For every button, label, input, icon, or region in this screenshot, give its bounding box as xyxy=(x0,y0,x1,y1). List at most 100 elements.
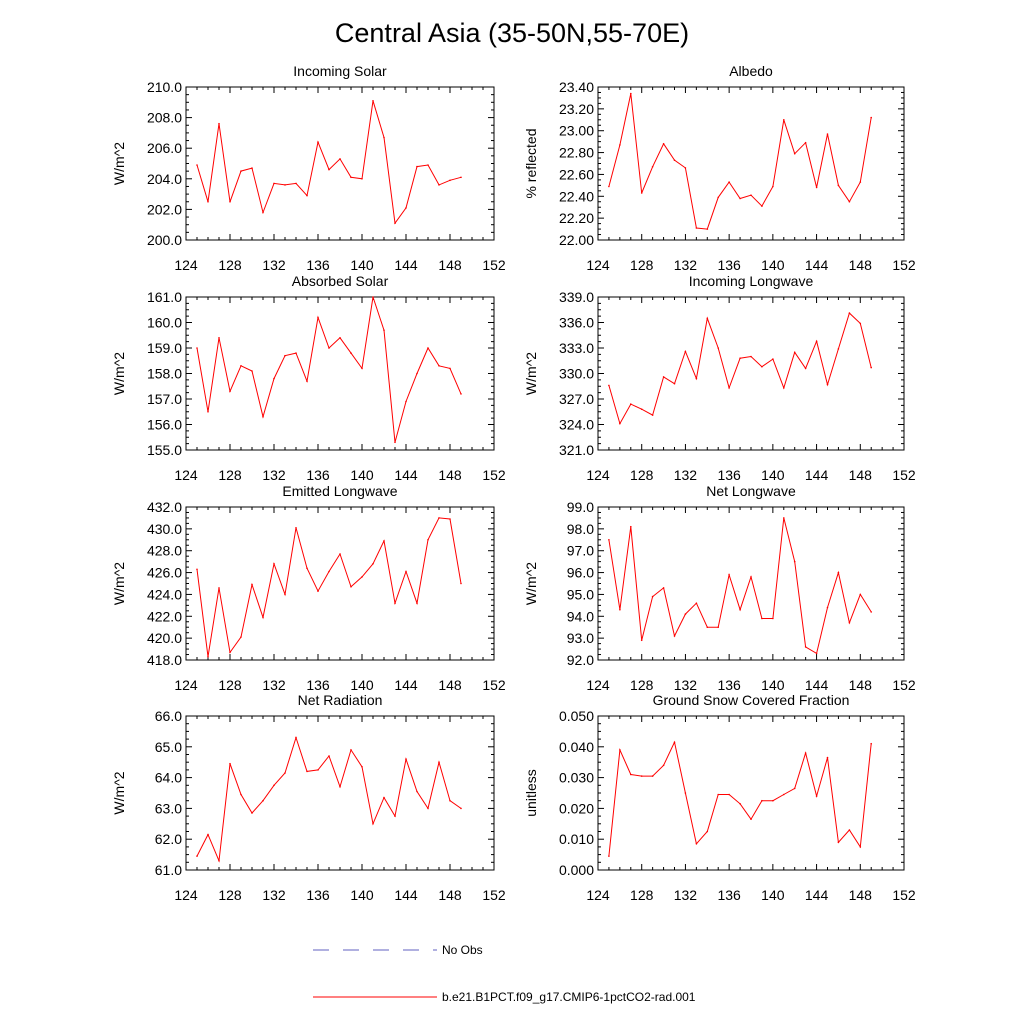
plot-frame xyxy=(597,296,905,451)
data-point xyxy=(240,793,242,796)
data-point xyxy=(361,766,363,768)
panels: Incoming Solar W/m^2 124 128 132 136 140 144 148… xyxy=(111,63,916,903)
data-point xyxy=(240,170,242,172)
data-point xyxy=(859,593,862,596)
data-point xyxy=(837,841,840,844)
y-tick-label: 424.0 xyxy=(147,586,182,602)
x-tick-label: 148 xyxy=(849,467,873,483)
data-point xyxy=(295,352,297,354)
y-tick-label: 22.80 xyxy=(559,145,594,161)
data-point xyxy=(328,570,330,573)
data-point xyxy=(284,772,286,774)
data-point xyxy=(405,207,407,209)
data-point xyxy=(772,617,774,620)
y-tick-label: 333.0 xyxy=(559,340,594,356)
y-tick-label: 155.0 xyxy=(147,442,182,458)
plot-frame xyxy=(185,296,495,451)
data-point xyxy=(684,792,687,794)
x-tick-label: 152 xyxy=(482,467,506,483)
data-point xyxy=(630,773,632,776)
data-point xyxy=(317,590,319,592)
x-tick-label: 144 xyxy=(394,887,418,903)
x-tick-label: 140 xyxy=(761,467,785,483)
data-point xyxy=(262,416,264,418)
data-point xyxy=(793,560,796,563)
data-point xyxy=(815,186,818,189)
data-point xyxy=(651,414,654,416)
data-point xyxy=(717,347,719,349)
panel-title: Net Longwave xyxy=(706,483,796,499)
data-point xyxy=(207,411,209,413)
data-point xyxy=(662,587,665,589)
y-tick-label: 202.0 xyxy=(147,201,182,217)
x-tick-label: 132 xyxy=(674,257,698,273)
data-point xyxy=(460,582,462,585)
data-point xyxy=(416,165,418,168)
series-line xyxy=(608,312,872,425)
data-point xyxy=(640,639,643,642)
data-point xyxy=(750,576,752,578)
data-point xyxy=(284,354,286,357)
data-point xyxy=(251,167,253,169)
y-tick-label: 0.050 xyxy=(559,708,594,724)
x-tick-label: 132 xyxy=(674,887,698,903)
data-point xyxy=(640,408,643,411)
x-tick-label: 152 xyxy=(482,677,506,693)
data-point xyxy=(460,393,462,395)
x-tick-label: 152 xyxy=(892,677,916,693)
x-tick-label: 148 xyxy=(438,677,462,693)
data-point xyxy=(695,377,698,380)
data-point xyxy=(416,790,418,793)
data-point xyxy=(284,593,286,596)
y-tick-label: 327.0 xyxy=(559,391,594,407)
data-point xyxy=(793,152,796,155)
data-point xyxy=(372,563,374,565)
data-point xyxy=(449,179,451,182)
data-point xyxy=(651,166,654,168)
y-tick-label: 66.0 xyxy=(155,708,182,724)
panel-title: Absorbed Solar xyxy=(292,273,389,289)
x-tick-label: 140 xyxy=(761,257,785,273)
data-point xyxy=(405,570,407,573)
series-line xyxy=(608,517,872,655)
data-point xyxy=(673,635,676,637)
panel-albedo: Albedo % reflected 124 128 132 136 140 144 148 15… xyxy=(523,63,916,273)
y-tick-label: 0.020 xyxy=(559,800,594,816)
x-tick-label: 136 xyxy=(717,677,741,693)
data-point xyxy=(218,860,220,862)
data-point xyxy=(630,403,632,405)
y-tick-label: 157.0 xyxy=(147,391,182,407)
data-point xyxy=(438,184,440,186)
data-point xyxy=(229,201,231,203)
x-tick-label: 132 xyxy=(262,467,286,483)
data-point xyxy=(651,775,654,777)
data-point xyxy=(339,786,341,788)
x-tick-label: 144 xyxy=(805,257,829,273)
data-point xyxy=(438,761,440,763)
data-point xyxy=(460,807,462,810)
data-point xyxy=(619,749,621,751)
data-point xyxy=(728,181,730,183)
y-tick-label: 93.0 xyxy=(567,630,594,646)
data-point xyxy=(619,608,621,611)
data-point xyxy=(815,795,818,797)
y-tick-label: 0.000 xyxy=(559,862,594,878)
data-point xyxy=(383,329,385,332)
data-point xyxy=(608,855,610,857)
x-tick-label: 124 xyxy=(586,677,610,693)
data-point xyxy=(772,185,774,188)
y-tick-label: 0.040 xyxy=(559,739,594,755)
data-point xyxy=(837,571,840,574)
x-tick-label: 132 xyxy=(262,887,286,903)
legend: No Obs b.e21.B1PCT.f09_g17.CMIP6-1pctCO2… xyxy=(313,943,696,1004)
data-point xyxy=(772,358,774,360)
y-tick-label: 160.0 xyxy=(147,315,182,331)
x-tick-label: 152 xyxy=(892,887,916,903)
data-point xyxy=(608,384,610,387)
data-point xyxy=(619,144,621,146)
data-point xyxy=(695,602,698,604)
data-point xyxy=(826,606,829,609)
data-point xyxy=(416,602,418,604)
data-point xyxy=(761,799,763,802)
data-point xyxy=(284,184,286,186)
